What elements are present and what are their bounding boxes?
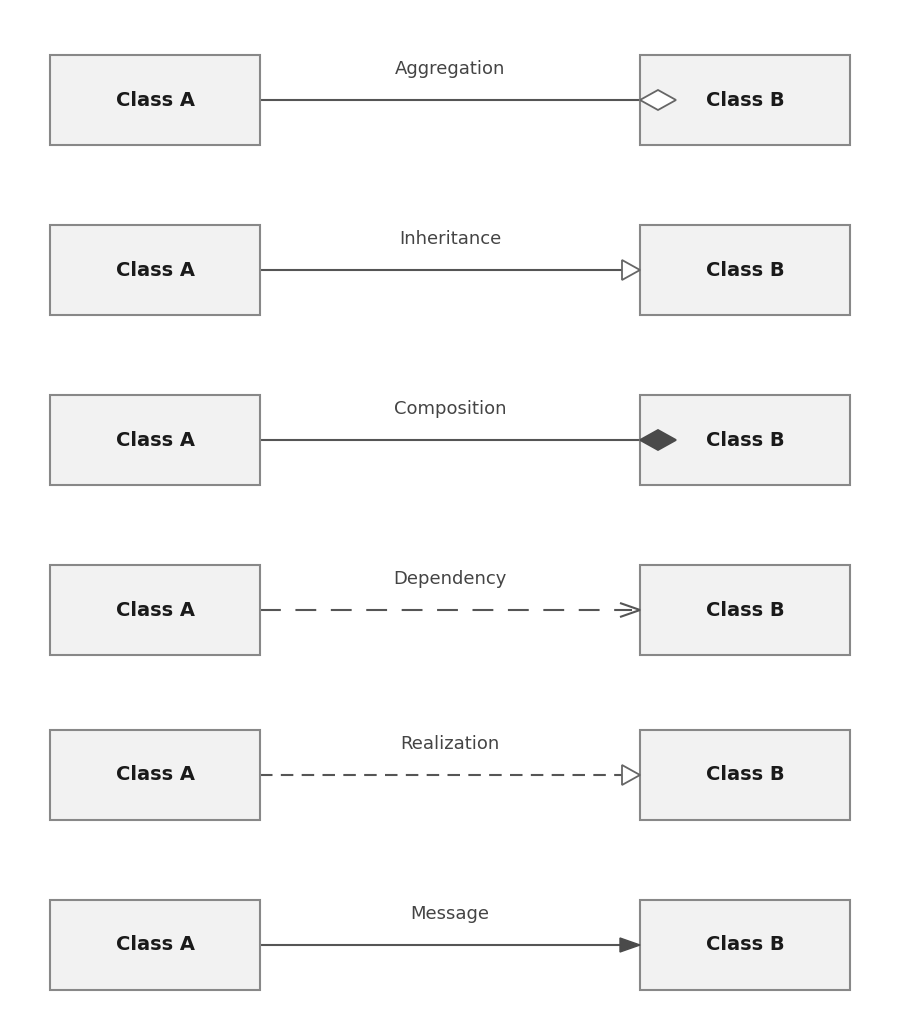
Text: Aggregation: Aggregation bbox=[395, 60, 505, 78]
Text: Message: Message bbox=[410, 905, 490, 923]
Text: Class A: Class A bbox=[115, 601, 194, 619]
Text: Class B: Class B bbox=[706, 766, 784, 784]
Polygon shape bbox=[620, 938, 640, 952]
FancyBboxPatch shape bbox=[50, 565, 260, 655]
Polygon shape bbox=[640, 90, 676, 110]
FancyBboxPatch shape bbox=[50, 730, 260, 820]
FancyBboxPatch shape bbox=[640, 730, 850, 820]
Text: Class A: Class A bbox=[115, 430, 194, 450]
Text: Class B: Class B bbox=[706, 601, 784, 619]
FancyBboxPatch shape bbox=[640, 55, 850, 146]
Text: Class B: Class B bbox=[706, 260, 784, 280]
FancyBboxPatch shape bbox=[50, 395, 260, 485]
Text: Class B: Class B bbox=[706, 91, 784, 109]
FancyBboxPatch shape bbox=[640, 565, 850, 655]
FancyBboxPatch shape bbox=[640, 900, 850, 990]
Text: Class A: Class A bbox=[115, 260, 194, 280]
Polygon shape bbox=[640, 430, 676, 450]
Text: Dependency: Dependency bbox=[393, 570, 507, 588]
FancyBboxPatch shape bbox=[640, 395, 850, 485]
Text: Inheritance: Inheritance bbox=[399, 230, 501, 248]
Text: Class B: Class B bbox=[706, 935, 784, 955]
Text: Realization: Realization bbox=[400, 735, 500, 753]
FancyBboxPatch shape bbox=[50, 55, 260, 146]
Text: Class A: Class A bbox=[115, 91, 194, 109]
FancyBboxPatch shape bbox=[640, 225, 850, 315]
Polygon shape bbox=[622, 260, 640, 280]
Text: Composition: Composition bbox=[394, 400, 506, 418]
Text: Class A: Class A bbox=[115, 766, 194, 784]
FancyBboxPatch shape bbox=[50, 900, 260, 990]
FancyBboxPatch shape bbox=[50, 225, 260, 315]
Text: Class A: Class A bbox=[115, 935, 194, 955]
Text: Class B: Class B bbox=[706, 430, 784, 450]
Polygon shape bbox=[622, 765, 640, 785]
